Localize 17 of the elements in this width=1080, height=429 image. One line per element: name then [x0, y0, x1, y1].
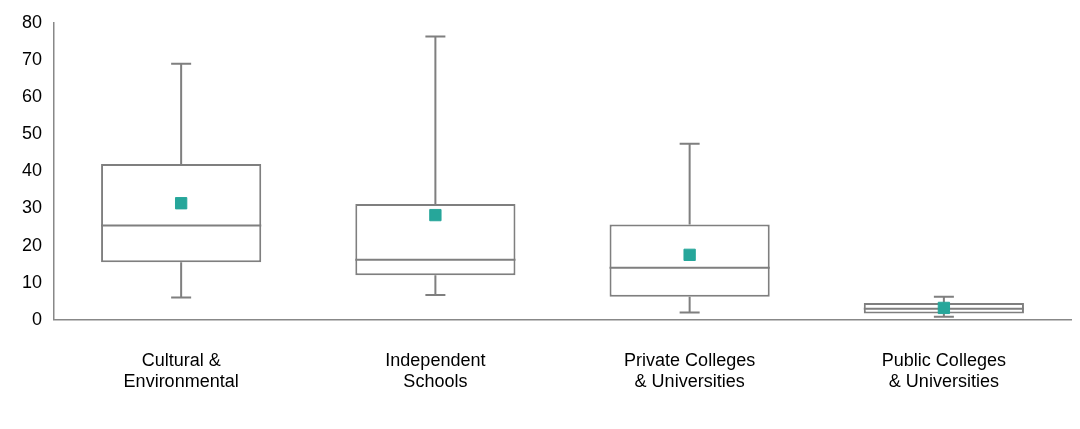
y-tick-label: 10 — [21, 271, 43, 292]
y-tick-label: 50 — [21, 123, 43, 144]
point — [937, 301, 951, 315]
x-tick-label: Cultural & Environmental — [123, 349, 239, 392]
y-tick-label: 60 — [21, 86, 43, 107]
y-tick-label: 80 — [21, 11, 43, 32]
point — [683, 248, 696, 261]
y-tick-label: 70 — [21, 48, 43, 69]
y-tick-label: 40 — [21, 160, 43, 181]
y-tick-label: 0 — [32, 308, 43, 329]
y-tick-label: 30 — [21, 197, 43, 218]
x-tick-label: Independent Schools — [385, 349, 486, 392]
point — [429, 208, 442, 222]
y-tick-label: 20 — [21, 234, 43, 255]
point — [174, 197, 188, 210]
x-tick-label: Private Colleges & Universities — [624, 349, 756, 392]
x-tick-label: Public Colleges & Universities — [881, 349, 1006, 392]
